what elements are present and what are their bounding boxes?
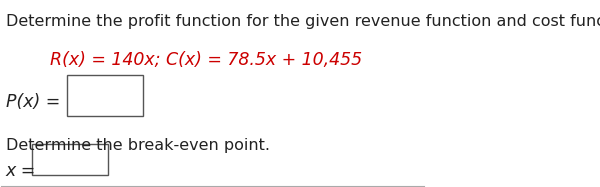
Text: P(x) =: P(x) = (5, 94, 60, 111)
Text: x =: x = (5, 162, 36, 180)
Text: R(x) = 140x; C(x) = 78.5x + 10,455: R(x) = 140x; C(x) = 78.5x + 10,455 (50, 51, 362, 69)
Text: Determine the profit function for the given revenue function and cost function.: Determine the profit function for the gi… (5, 14, 600, 29)
Text: Determine the break-even point.: Determine the break-even point. (5, 138, 269, 153)
FancyBboxPatch shape (32, 144, 108, 175)
FancyBboxPatch shape (67, 75, 143, 116)
